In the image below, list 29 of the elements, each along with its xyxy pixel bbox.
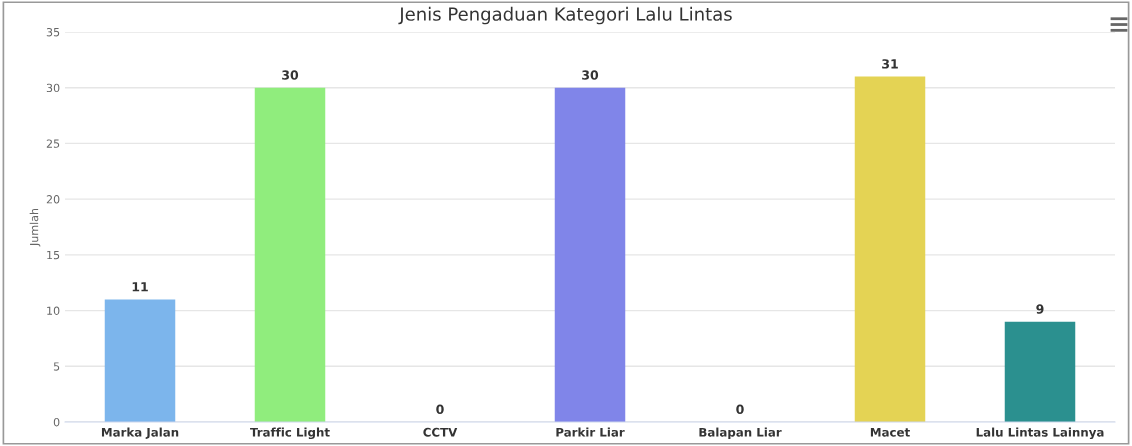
x-tick-label: Balapan Liar <box>699 427 782 439</box>
data-label: 0 <box>436 404 444 415</box>
y-tick-label: 15 <box>47 250 60 260</box>
y-tick-label: 10 <box>47 306 60 315</box>
data-label: 0 <box>736 404 744 415</box>
y-tick-label: 0 <box>53 417 60 427</box>
bar <box>854 76 926 422</box>
data-label: 9 <box>1036 304 1044 314</box>
data-label: 30 <box>282 70 299 80</box>
chart-title: Jenis Pengaduan Kategori Lalu Lintas <box>398 6 732 25</box>
bar <box>554 87 626 422</box>
y-tick-label: 30 <box>46 83 60 93</box>
y-tick-label: 25 <box>46 139 60 148</box>
bar <box>1004 321 1076 422</box>
x-tick-label: CCTV <box>423 427 458 437</box>
bar <box>254 87 326 422</box>
y-tick-label: 20 <box>46 195 60 204</box>
data-label: 11 <box>132 282 148 292</box>
x-tick-label: Macet <box>870 427 910 437</box>
x-tick-label: Parkir Liar <box>556 427 625 437</box>
data-label: 30 <box>582 70 599 80</box>
x-tick-label: Marka Jalan <box>101 427 179 439</box>
bar <box>104 299 176 422</box>
data-label: 31 <box>882 59 898 69</box>
x-tick-label: Traffic Light <box>250 427 330 440</box>
y-axis-title: Jumlah <box>29 208 41 247</box>
y-tick-label: 35 <box>46 27 60 37</box>
x-tick-label: Lalu Lintas Lainnya <box>976 427 1104 440</box>
y-tick-label: 5 <box>53 362 60 371</box>
